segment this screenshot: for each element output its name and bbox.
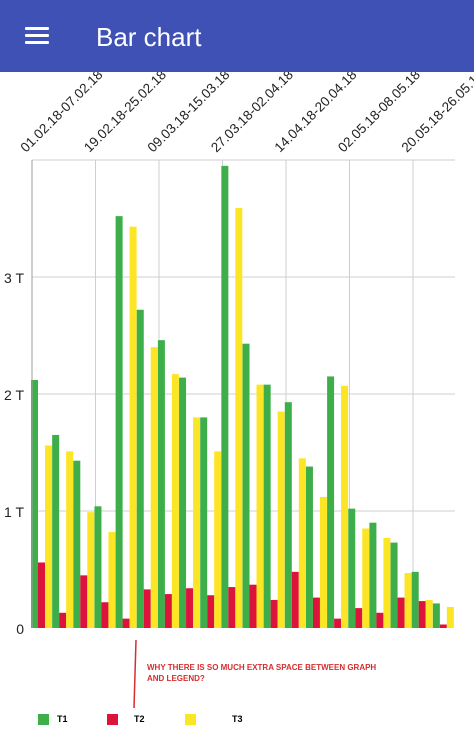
- bar-t1: [200, 417, 208, 628]
- bar-t3: [214, 451, 222, 628]
- bar-t2: [418, 601, 426, 628]
- bar-t2: [334, 618, 342, 628]
- bar-t3: [383, 537, 391, 628]
- y-tick-label: 2 T: [4, 387, 24, 403]
- bar-t1: [327, 376, 335, 628]
- bar-t1: [411, 571, 419, 628]
- bar-t1: [31, 379, 38, 628]
- bar-t1: [94, 506, 102, 628]
- bar-t3: [446, 606, 454, 628]
- legend-item-t2: T2: [107, 712, 145, 726]
- annotation-arrow: [133, 639, 137, 709]
- legend-swatch-t1: [38, 713, 49, 725]
- bar-t1: [348, 508, 356, 628]
- bar-t3: [319, 496, 327, 628]
- app-title: Bar chart: [96, 22, 202, 52]
- bar-t2: [270, 599, 278, 628]
- legend-item-t3: T3: [185, 712, 243, 726]
- bar-t3: [171, 374, 179, 628]
- legend-label-t1: T1: [57, 714, 68, 724]
- bar-t3: [66, 451, 74, 628]
- y-tick-label: 1 T: [4, 504, 24, 520]
- bar-t1: [221, 165, 229, 628]
- bar-t3: [404, 573, 412, 628]
- bar-t1: [305, 466, 313, 628]
- menu-line: [25, 34, 49, 37]
- bar-t3: [87, 512, 95, 628]
- annotation-text: WHY THERE IS SO MUCH EXTRA SPACE BETWEEN…: [147, 663, 377, 683]
- bar-t2: [207, 595, 215, 628]
- bar-t3: [425, 599, 433, 628]
- bar-t1: [432, 603, 440, 628]
- bar-t1: [263, 384, 271, 628]
- bar-t1: [390, 542, 398, 628]
- bar-t2: [376, 612, 384, 628]
- bar-t2: [291, 571, 299, 628]
- bar-t2: [122, 618, 130, 628]
- bar-t3: [341, 385, 349, 628]
- bar-t2: [38, 562, 45, 628]
- legend-swatch-t2: [107, 713, 118, 725]
- menu-line: [25, 41, 49, 44]
- bar-t1: [369, 522, 377, 628]
- bar-t3: [193, 417, 201, 628]
- bar-t2: [101, 602, 109, 628]
- bar-t3: [298, 458, 306, 628]
- bar-t1: [73, 460, 81, 628]
- bar-t3: [362, 528, 370, 628]
- app-bar: Bar chart: [0, 0, 474, 72]
- bar-t3: [108, 532, 116, 628]
- bar-t2: [186, 588, 194, 628]
- bar-t1: [136, 309, 144, 628]
- y-tick-label: 3 T: [4, 270, 24, 286]
- bar-t3: [235, 207, 243, 628]
- menu-line: [25, 27, 49, 30]
- bar-t1: [284, 402, 292, 628]
- bar-t2: [228, 587, 236, 628]
- legend-label-t2: T2: [134, 714, 145, 724]
- bar-chart: 01 T2 T3 T01.02.18-07.02.1819.02.18-25.0…: [4, 72, 474, 709]
- bar-t2: [439, 624, 447, 628]
- bar-t2: [164, 594, 172, 628]
- hamburger-menu-icon[interactable]: [22, 24, 52, 48]
- bar-t1: [115, 216, 123, 628]
- bar-t3: [150, 347, 158, 628]
- legend-swatch-t3: [185, 713, 196, 725]
- bar-t3: [256, 384, 264, 628]
- bar-t1: [242, 343, 250, 628]
- legend-item-t1: T1: [38, 712, 68, 726]
- bar-t2: [355, 608, 363, 628]
- bar-t3: [129, 226, 137, 628]
- bar-t1: [52, 434, 60, 628]
- bar-t2: [397, 597, 405, 628]
- bar-t2: [249, 584, 257, 628]
- bar-t3: [45, 445, 52, 628]
- bar-t2: [143, 589, 151, 628]
- bar-t3: [277, 411, 285, 628]
- bar-t2: [59, 612, 67, 628]
- bar-t1: [179, 377, 187, 628]
- bar-t1: [157, 340, 165, 628]
- bar-t2: [80, 575, 88, 628]
- y-tick-label: 0: [16, 621, 24, 637]
- legend-label-t3: T3: [232, 714, 243, 724]
- bar-t2: [312, 597, 320, 628]
